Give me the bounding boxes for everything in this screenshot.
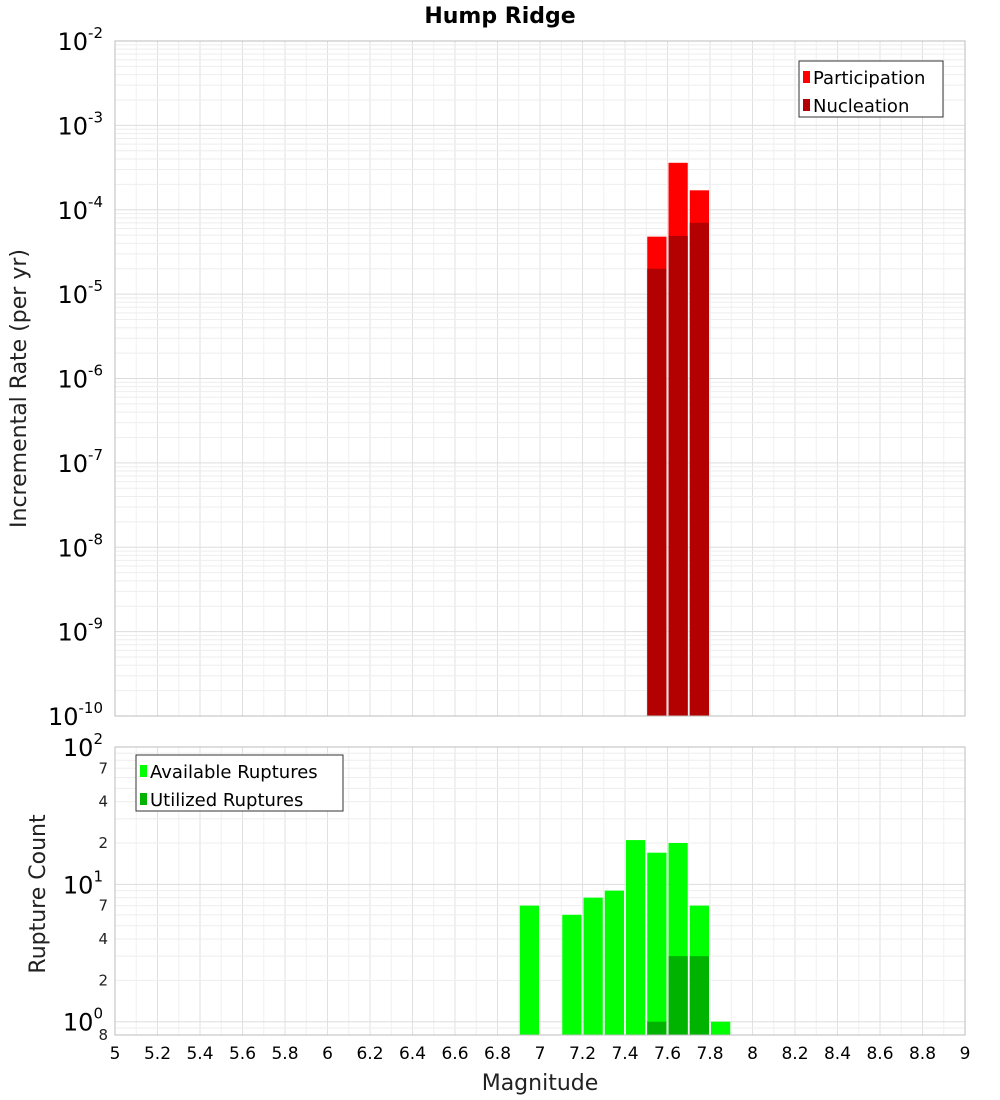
count-y-tick-label: 4 — [98, 793, 108, 811]
x-tick-label: 8.6 — [866, 1044, 893, 1064]
rate-legend: Participation Nucleation — [798, 60, 944, 118]
x-tick-label: 7.8 — [696, 1044, 723, 1064]
rate-panel-bars — [647, 162, 709, 716]
count-y-tick-label: 8 — [98, 1026, 108, 1044]
available-legend-swatch — [140, 765, 147, 777]
available-ruptures-bar — [711, 1021, 731, 1035]
utilized-legend-swatch — [140, 793, 147, 805]
x-tick-label: 6 — [322, 1044, 333, 1064]
rate-y-tick-label: 10-2 — [57, 24, 103, 56]
x-axis-label: Magnitude — [482, 1071, 599, 1096]
available-ruptures-bar — [604, 890, 624, 1035]
count-y-tick-label: 102 — [63, 730, 103, 762]
available-ruptures-bar — [626, 840, 646, 1035]
x-tick-label: 9 — [960, 1044, 971, 1064]
x-tick-label: 6.4 — [399, 1044, 426, 1064]
rate-panel: 10-2 10-3 10-4 10-5 10-6 10-7 10-8 10-9 10-10 In… — [7, 24, 966, 731]
rate-y-tick-label: 10-5 — [57, 277, 103, 309]
nucleation-legend-label: Nucleation — [813, 96, 909, 117]
rate-y-axis-label: Incremental Rate (per yr) — [7, 249, 32, 528]
available-ruptures-bar — [562, 914, 582, 1035]
x-tick-label: 7 — [535, 1044, 546, 1064]
x-tick-label: 6.6 — [441, 1044, 468, 1064]
utilized-legend-label: Utilized Ruptures — [150, 790, 303, 811]
count-y-tick-label: 7 — [98, 759, 108, 777]
rate-y-tick-label: 10-10 — [48, 699, 103, 731]
chart-title: Hump Ridge — [424, 4, 575, 29]
participation-legend-label: Participation — [813, 68, 925, 89]
rate-panel-grid — [114, 40, 966, 717]
x-tick-label: 7.2 — [569, 1044, 596, 1064]
rate-y-tick-label: 10-4 — [57, 193, 103, 225]
utilized-ruptures-bar — [689, 956, 709, 1035]
count-panel-frame — [114, 746, 966, 1036]
x-tick-label: 7.6 — [654, 1044, 681, 1064]
count-y-tick-label: 7 — [98, 897, 108, 915]
rate-legend-box — [798, 60, 944, 118]
x-tick-label: 8.8 — [909, 1044, 936, 1064]
available-ruptures-bar — [583, 897, 603, 1035]
rate-y-tick-label: 10-7 — [57, 446, 103, 478]
rate-panel-y-ticks: 10-2 10-3 10-4 10-5 10-6 10-7 10-8 10-9 10-10 — [48, 24, 103, 731]
x-tick-label: 5.6 — [229, 1044, 256, 1064]
count-y-tick-label: 2 — [98, 971, 108, 989]
count-y-tick-label: 100 — [63, 1005, 103, 1037]
available-ruptures-bar — [519, 905, 539, 1035]
count-panel-bars — [519, 840, 731, 1035]
rate-panel-frame — [114, 40, 966, 717]
rate-y-tick-label: 10-6 — [57, 362, 103, 394]
utilized-ruptures-bar — [647, 1021, 667, 1035]
count-y-tick-label: 4 — [98, 930, 108, 948]
nucleation-bar — [668, 235, 688, 716]
count-legend: Available Ruptures Utilized Ruptures — [135, 754, 344, 812]
x-tick-label: 6.2 — [356, 1044, 383, 1064]
count-y-tick-label: 101 — [63, 867, 103, 899]
utilized-ruptures-bar — [668, 956, 688, 1035]
x-tick-label: 6.8 — [484, 1044, 511, 1064]
rate-y-tick-label: 10-8 — [57, 530, 103, 562]
rate-y-tick-label: 10-3 — [57, 108, 103, 140]
count-y-tick-label: 2 — [98, 834, 108, 852]
x-tick-label: 8.4 — [824, 1044, 851, 1064]
available-legend-label: Available Ruptures — [150, 762, 318, 783]
x-tick-label: 8 — [747, 1044, 758, 1064]
nucleation-bar — [689, 222, 709, 716]
x-tick-label: 5 — [110, 1044, 121, 1064]
x-tick-label: 5.4 — [186, 1044, 213, 1064]
nucleation-legend-swatch — [803, 99, 810, 111]
x-tick-label: 7.4 — [611, 1044, 638, 1064]
nucleation-bar — [647, 268, 667, 716]
count-y-axis-label: Rupture Count — [26, 814, 51, 974]
x-tick-label: 8.2 — [781, 1044, 808, 1064]
available-ruptures-bar — [647, 852, 667, 1035]
count-legend-box — [135, 754, 344, 812]
participation-legend-swatch — [803, 71, 810, 83]
x-axis-ticks: 5 5.2 5.4 5.6 5.8 6 6.2 6.4 6.6 6.8 7 7.2 7.4 7.6 7.8 8… — [110, 1044, 971, 1064]
x-tick-label: 5.2 — [144, 1044, 171, 1064]
x-tick-label: 5.8 — [271, 1044, 298, 1064]
rate-y-tick-label: 10-9 — [57, 615, 103, 647]
